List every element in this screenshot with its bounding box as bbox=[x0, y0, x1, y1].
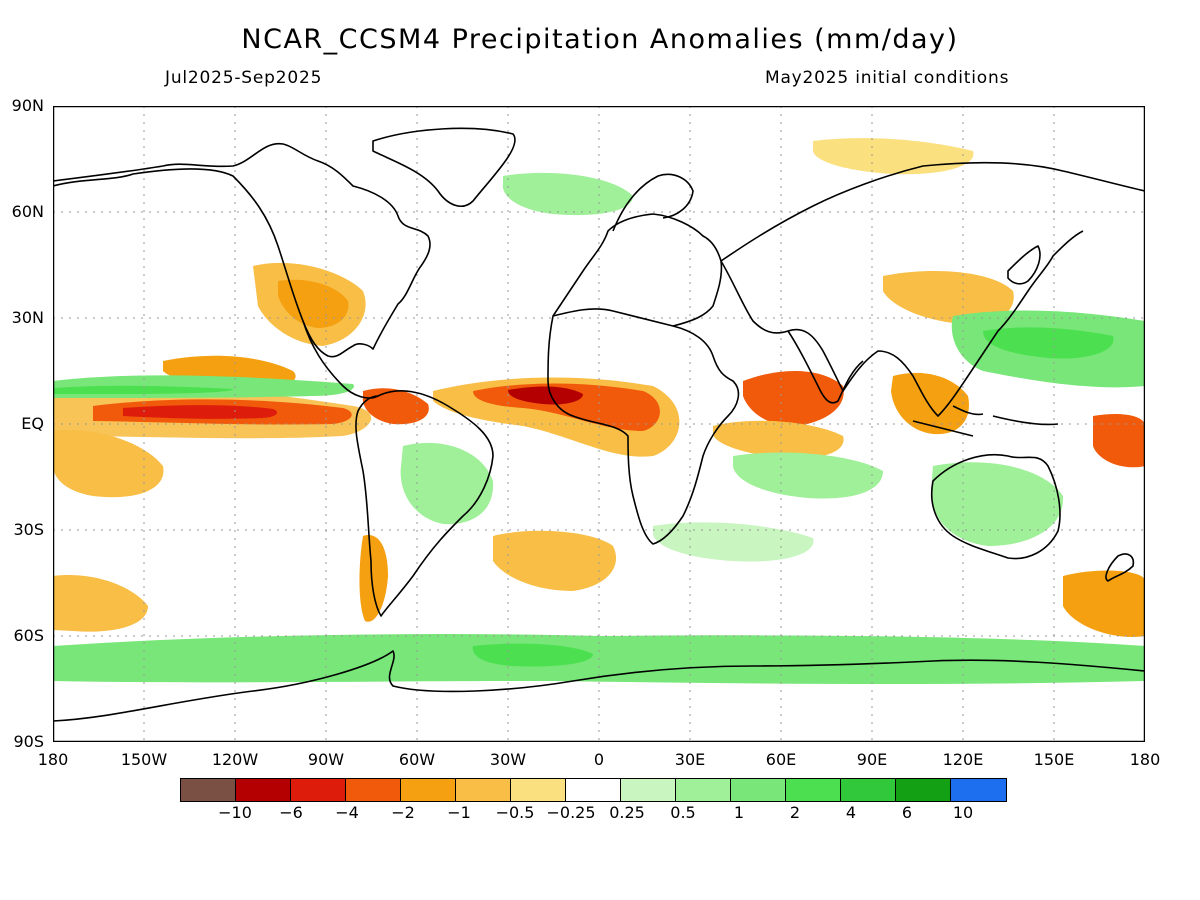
lat-label-60s: 60S bbox=[13, 626, 44, 645]
coastline-north-america bbox=[53, 143, 431, 358]
anomaly-southern-ocean-wet-core bbox=[472, 643, 593, 667]
legend-swatch-3 bbox=[291, 779, 346, 801]
coastline-australia bbox=[930, 453, 1061, 560]
coastlines bbox=[53, 127, 1145, 722]
lon-label-60e: 60E bbox=[765, 750, 797, 769]
anomaly-west-pacific-dry-south bbox=[53, 430, 164, 498]
legend-label-m2: −2 bbox=[391, 803, 415, 822]
lon-label-150w: 150W bbox=[120, 750, 168, 769]
anomaly-south-indian-wet bbox=[653, 522, 814, 562]
legend-swatch-15 bbox=[951, 779, 1006, 801]
legend-swatch-7 bbox=[511, 779, 566, 801]
legend-label-m05: −0.5 bbox=[495, 803, 535, 822]
legend-label-m025: −0.25 bbox=[546, 803, 596, 822]
anomaly-east-asia-dry bbox=[883, 271, 1014, 325]
anomaly-east-pacific-core bbox=[123, 405, 278, 419]
legend-label-4: 4 bbox=[845, 803, 857, 822]
anomaly-south-america-wet bbox=[400, 442, 494, 525]
lat-label-eq: EQ bbox=[21, 414, 44, 433]
coastline-central-america bbox=[302, 320, 379, 399]
lon-label-0: 0 bbox=[593, 750, 605, 769]
coastline-japan bbox=[1007, 245, 1041, 285]
legend-swatch-9 bbox=[621, 779, 676, 801]
legend-label-1: 1 bbox=[733, 803, 745, 822]
anomaly-arabian-sea-dry bbox=[743, 370, 844, 427]
anomaly-caribbean-dry bbox=[362, 388, 429, 425]
lon-label-30e: 30E bbox=[674, 750, 706, 769]
anomaly-southern-chile-dry bbox=[359, 535, 388, 622]
lon-label-180w: 180 bbox=[37, 750, 69, 769]
lon-label-30w: 30W bbox=[489, 750, 527, 769]
coastline-south-america bbox=[355, 390, 494, 617]
legend-label-m1: −1 bbox=[447, 803, 471, 822]
map-title: NCAR_CCSM4 Precipitation Anomalies (mm/d… bbox=[241, 24, 959, 55]
anomaly-west-pacific-south-dry bbox=[1093, 414, 1145, 468]
anomaly-north-atlantic-wet bbox=[502, 172, 633, 216]
lat-label-30n: 30N bbox=[11, 308, 44, 327]
legend-swatch-14 bbox=[896, 779, 951, 801]
lon-label-60w: 60W bbox=[398, 750, 436, 769]
initial-conditions: May2025 initial conditions bbox=[765, 68, 1010, 88]
legend-swatch-12 bbox=[786, 779, 841, 801]
lon-label-150e: 150E bbox=[1033, 750, 1075, 769]
lon-label-90w: 90W bbox=[307, 750, 345, 769]
anomaly-australia-wet bbox=[931, 462, 1064, 546]
lat-label-60n: 60N bbox=[11, 202, 44, 221]
legend-label-025: 0.25 bbox=[609, 803, 645, 822]
color-legend bbox=[180, 778, 1007, 802]
legend-swatch-11 bbox=[731, 779, 786, 801]
anomaly-west-pacific-wet-core bbox=[983, 327, 1114, 359]
anomaly-north-america-core bbox=[278, 279, 349, 328]
legend-swatch-1 bbox=[181, 779, 236, 801]
anomaly-siberia-dry bbox=[813, 138, 974, 175]
legend-swatch-6 bbox=[456, 779, 511, 801]
legend-swatch-2 bbox=[236, 779, 291, 801]
anomaly-west-africa-sahel-dry bbox=[508, 386, 583, 405]
anomaly-central-pacific-wet-core bbox=[53, 385, 233, 394]
legend-swatch-8 bbox=[566, 779, 621, 801]
lat-label-30s: 30S bbox=[13, 520, 44, 539]
coastline-scandinavia bbox=[612, 173, 694, 232]
coastline-new-zealand bbox=[1105, 553, 1135, 582]
coastline-greenland bbox=[372, 127, 516, 207]
lon-label-120e: 120E bbox=[942, 750, 984, 769]
anomaly-north-indian-light bbox=[713, 420, 844, 459]
legend-swatch-13 bbox=[841, 779, 896, 801]
coastline-antarctica bbox=[53, 650, 1145, 722]
lon-label-180e: 180 bbox=[1129, 750, 1161, 769]
anomaly-tasman-dry bbox=[1063, 570, 1145, 637]
legend-label-m6: −6 bbox=[279, 803, 303, 822]
coastline-europe bbox=[552, 213, 723, 327]
anomaly-south-atlantic-dry bbox=[493, 530, 617, 591]
legend-label-05: 0.5 bbox=[670, 803, 696, 822]
lat-label-90s: 90S bbox=[13, 732, 44, 751]
lon-label-90e: 90E bbox=[856, 750, 888, 769]
lat-label-90n: 90N bbox=[11, 96, 44, 115]
coastline-asia bbox=[720, 161, 1145, 417]
forecast-period: Jul2025-Sep2025 bbox=[165, 68, 323, 88]
legend-label-6: 6 bbox=[901, 803, 913, 822]
anomaly-south-pacific-dry bbox=[53, 575, 148, 632]
lon-label-120w: 120W bbox=[211, 750, 259, 769]
coastline-indonesia bbox=[912, 405, 1059, 437]
legend-label-m10: −10 bbox=[218, 803, 252, 822]
anomaly-indian-ocean-wet bbox=[733, 452, 883, 499]
legend-swatch-5 bbox=[401, 779, 456, 801]
legend-label-m4: −4 bbox=[335, 803, 359, 822]
anomaly-maritime-continent-dry bbox=[891, 372, 969, 435]
precipitation-map bbox=[53, 106, 1145, 742]
coastline-africa bbox=[547, 308, 740, 545]
coastline-india bbox=[787, 330, 864, 404]
map-border bbox=[53, 106, 1145, 742]
legend-swatch-10 bbox=[676, 779, 731, 801]
legend-label-10: 10 bbox=[952, 803, 974, 822]
legend-swatch-4 bbox=[346, 779, 401, 801]
legend-label-2: 2 bbox=[789, 803, 801, 822]
